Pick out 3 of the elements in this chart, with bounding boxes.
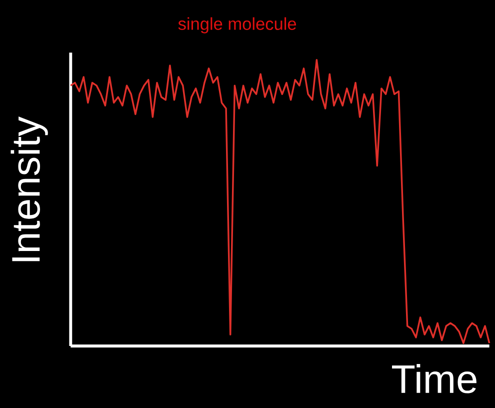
chart-title: single molecule [178, 17, 296, 34]
y-axis-title: Intensity [10, 116, 48, 262]
x-axis-title: Time [392, 364, 476, 394]
